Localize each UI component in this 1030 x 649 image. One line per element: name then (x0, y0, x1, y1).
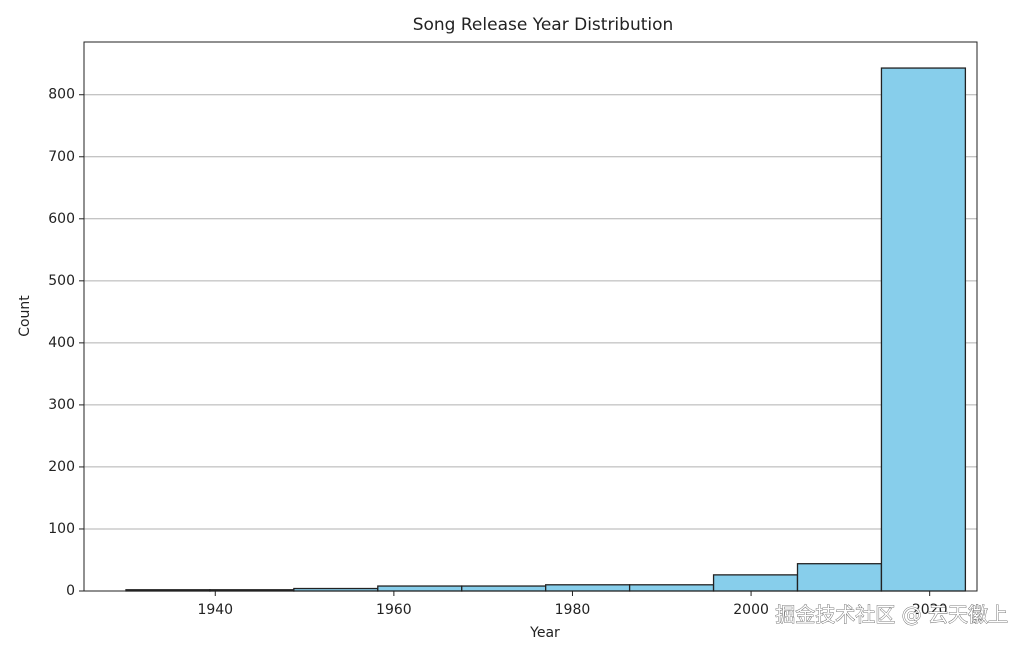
y-tick-label: 400 (48, 335, 75, 351)
bar (377, 585, 463, 592)
bar (796, 563, 883, 592)
chart-title: Song Release Year Distribution (413, 15, 674, 35)
bar (545, 584, 631, 592)
x-tick-label: 2020 (912, 602, 948, 618)
y-tick-label: 700 (48, 149, 75, 165)
bar (712, 574, 799, 592)
x-axis-label: Year (529, 625, 560, 641)
x-tick-label: 1940 (197, 602, 233, 618)
watermark: 掘金技术社区 @ 云天徽上 (775, 603, 1008, 627)
y-tick-label: 300 (48, 397, 75, 413)
x-tick-label: 1980 (555, 602, 591, 618)
y-tick-label: 800 (48, 87, 75, 103)
y-tick-label: 600 (48, 211, 75, 227)
y-tick-label: 500 (48, 273, 75, 289)
plot-frame (83, 41, 978, 592)
bar (461, 585, 547, 592)
bar (880, 67, 967, 592)
y-tick-label: 200 (48, 459, 75, 475)
y-tick-label: 0 (66, 583, 75, 599)
y-tick-label: 100 (48, 521, 75, 537)
x-tick-label: 1960 (376, 602, 412, 618)
x-tick-label: 2000 (733, 602, 769, 618)
y-axis-label: Count (17, 295, 33, 337)
bar (628, 584, 715, 592)
